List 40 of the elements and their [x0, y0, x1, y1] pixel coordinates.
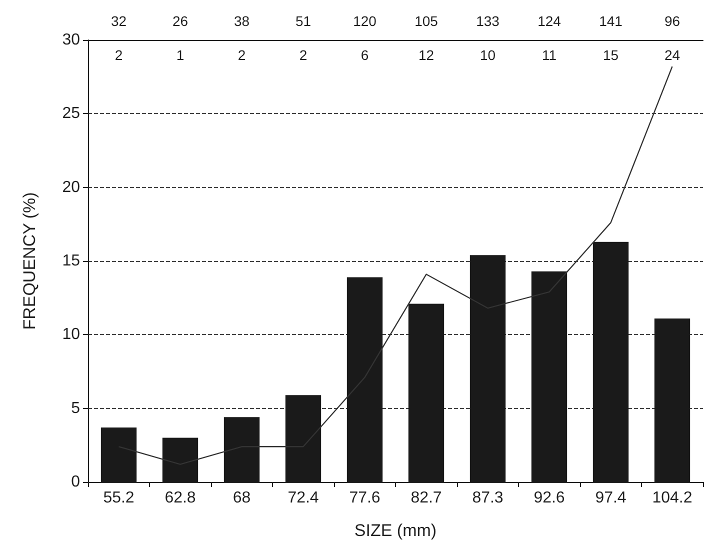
x-tick-label: 97.4 — [595, 490, 626, 506]
text: 32 — [110, 13, 127, 29]
x-tick-label: 87.3 — [472, 490, 504, 506]
x-axis-title: SIZE (mm) — [354, 521, 437, 540]
text: 124 — [538, 13, 562, 29]
x-tick-label: 104.2 — [652, 490, 692, 506]
text: 26 — [172, 13, 188, 29]
annotation: 15 — [602, 47, 619, 63]
x-tick-label: 55.2 — [103, 490, 134, 506]
annotation: 2 — [299, 47, 308, 63]
annotation: 2 — [114, 47, 123, 63]
annotation: 2 — [238, 47, 246, 63]
text: 38 — [234, 13, 250, 29]
y-tick-label: 5 — [71, 400, 80, 417]
text: 141 — [599, 13, 623, 29]
text: 105 — [414, 13, 438, 29]
y-tick-label: 15 — [62, 252, 80, 270]
annotation: 6 — [360, 47, 369, 63]
y-tick-label: 0 — [71, 474, 80, 490]
annotation: 11 — [542, 47, 557, 63]
x-tick-label: 82.7 — [410, 490, 442, 506]
text: 96 — [664, 13, 680, 29]
x-tick-label: 68 — [232, 490, 251, 506]
x-tick-label: 62.8 — [164, 490, 196, 506]
x-tick-label: 92.6 — [534, 490, 565, 506]
x-tick-label: 72.4 — [288, 490, 319, 506]
y-axis-title: FREQUENCY (%) — [20, 192, 39, 330]
annotation: 24 — [664, 47, 680, 63]
y-tick-label: 25 — [62, 105, 80, 122]
line-series — [118, 66, 673, 465]
text: 120 — [353, 13, 377, 29]
text: 51 — [295, 13, 312, 29]
y-tick-label: 10 — [62, 326, 80, 344]
text: 133 — [476, 13, 500, 29]
x-tick-label: 77.6 — [349, 490, 380, 506]
y-tick-label: 20 — [62, 178, 80, 196]
annotation: 12 — [418, 47, 434, 63]
annotation: 10 — [480, 47, 496, 63]
annotation: 1 — [176, 47, 184, 63]
y-tick-label: 30 — [62, 32, 80, 48]
